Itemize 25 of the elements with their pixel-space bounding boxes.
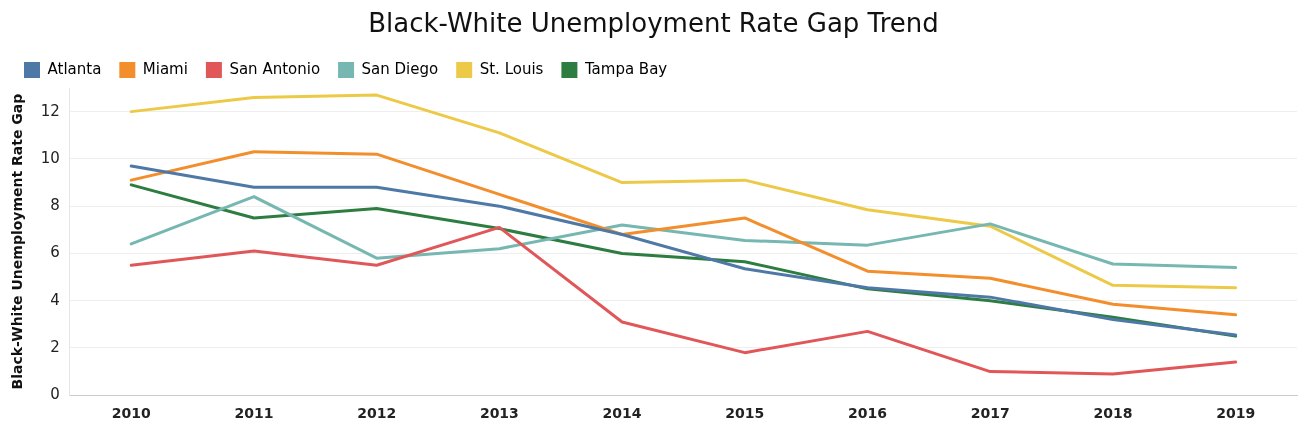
y-tick-label: 2	[50, 337, 60, 356]
x-tick-label: 2018	[1093, 405, 1133, 422]
y-tick-label: 6	[50, 243, 60, 262]
x-tick-label: 2017	[970, 405, 1010, 422]
x-tick-label: 2016	[848, 405, 887, 422]
legend-label: San Diego	[361, 59, 439, 78]
x-tick-label: 2015	[725, 405, 765, 422]
x-tick-label: 2013	[479, 405, 519, 422]
legend-label: Atlanta	[47, 59, 102, 78]
x-tick-label: 2010	[111, 405, 151, 422]
legend-label: St. Louis	[479, 59, 544, 78]
y-tick-label: 0	[50, 385, 60, 404]
legend-label: Miami	[142, 59, 188, 78]
x-tick-label: 2014	[602, 405, 642, 422]
x-tick-label: 2011	[234, 405, 274, 422]
y-tick-label: 8	[50, 196, 60, 215]
legend-label: San Antonio	[229, 59, 321, 78]
x-tick-label: 2012	[357, 405, 397, 422]
legend-label: Tampa Bay	[583, 59, 668, 78]
chart-title: Black-White Unemployment Rate Gap Trend	[367, 7, 940, 40]
y-tick-label: 12	[40, 101, 60, 120]
y-axis-title: Black-White Unemployment Rate Gap	[9, 93, 26, 390]
y-tick-label: 4	[50, 290, 60, 309]
x-tick-label: 2019	[1216, 405, 1256, 422]
y-tick-label: 10	[40, 148, 60, 167]
